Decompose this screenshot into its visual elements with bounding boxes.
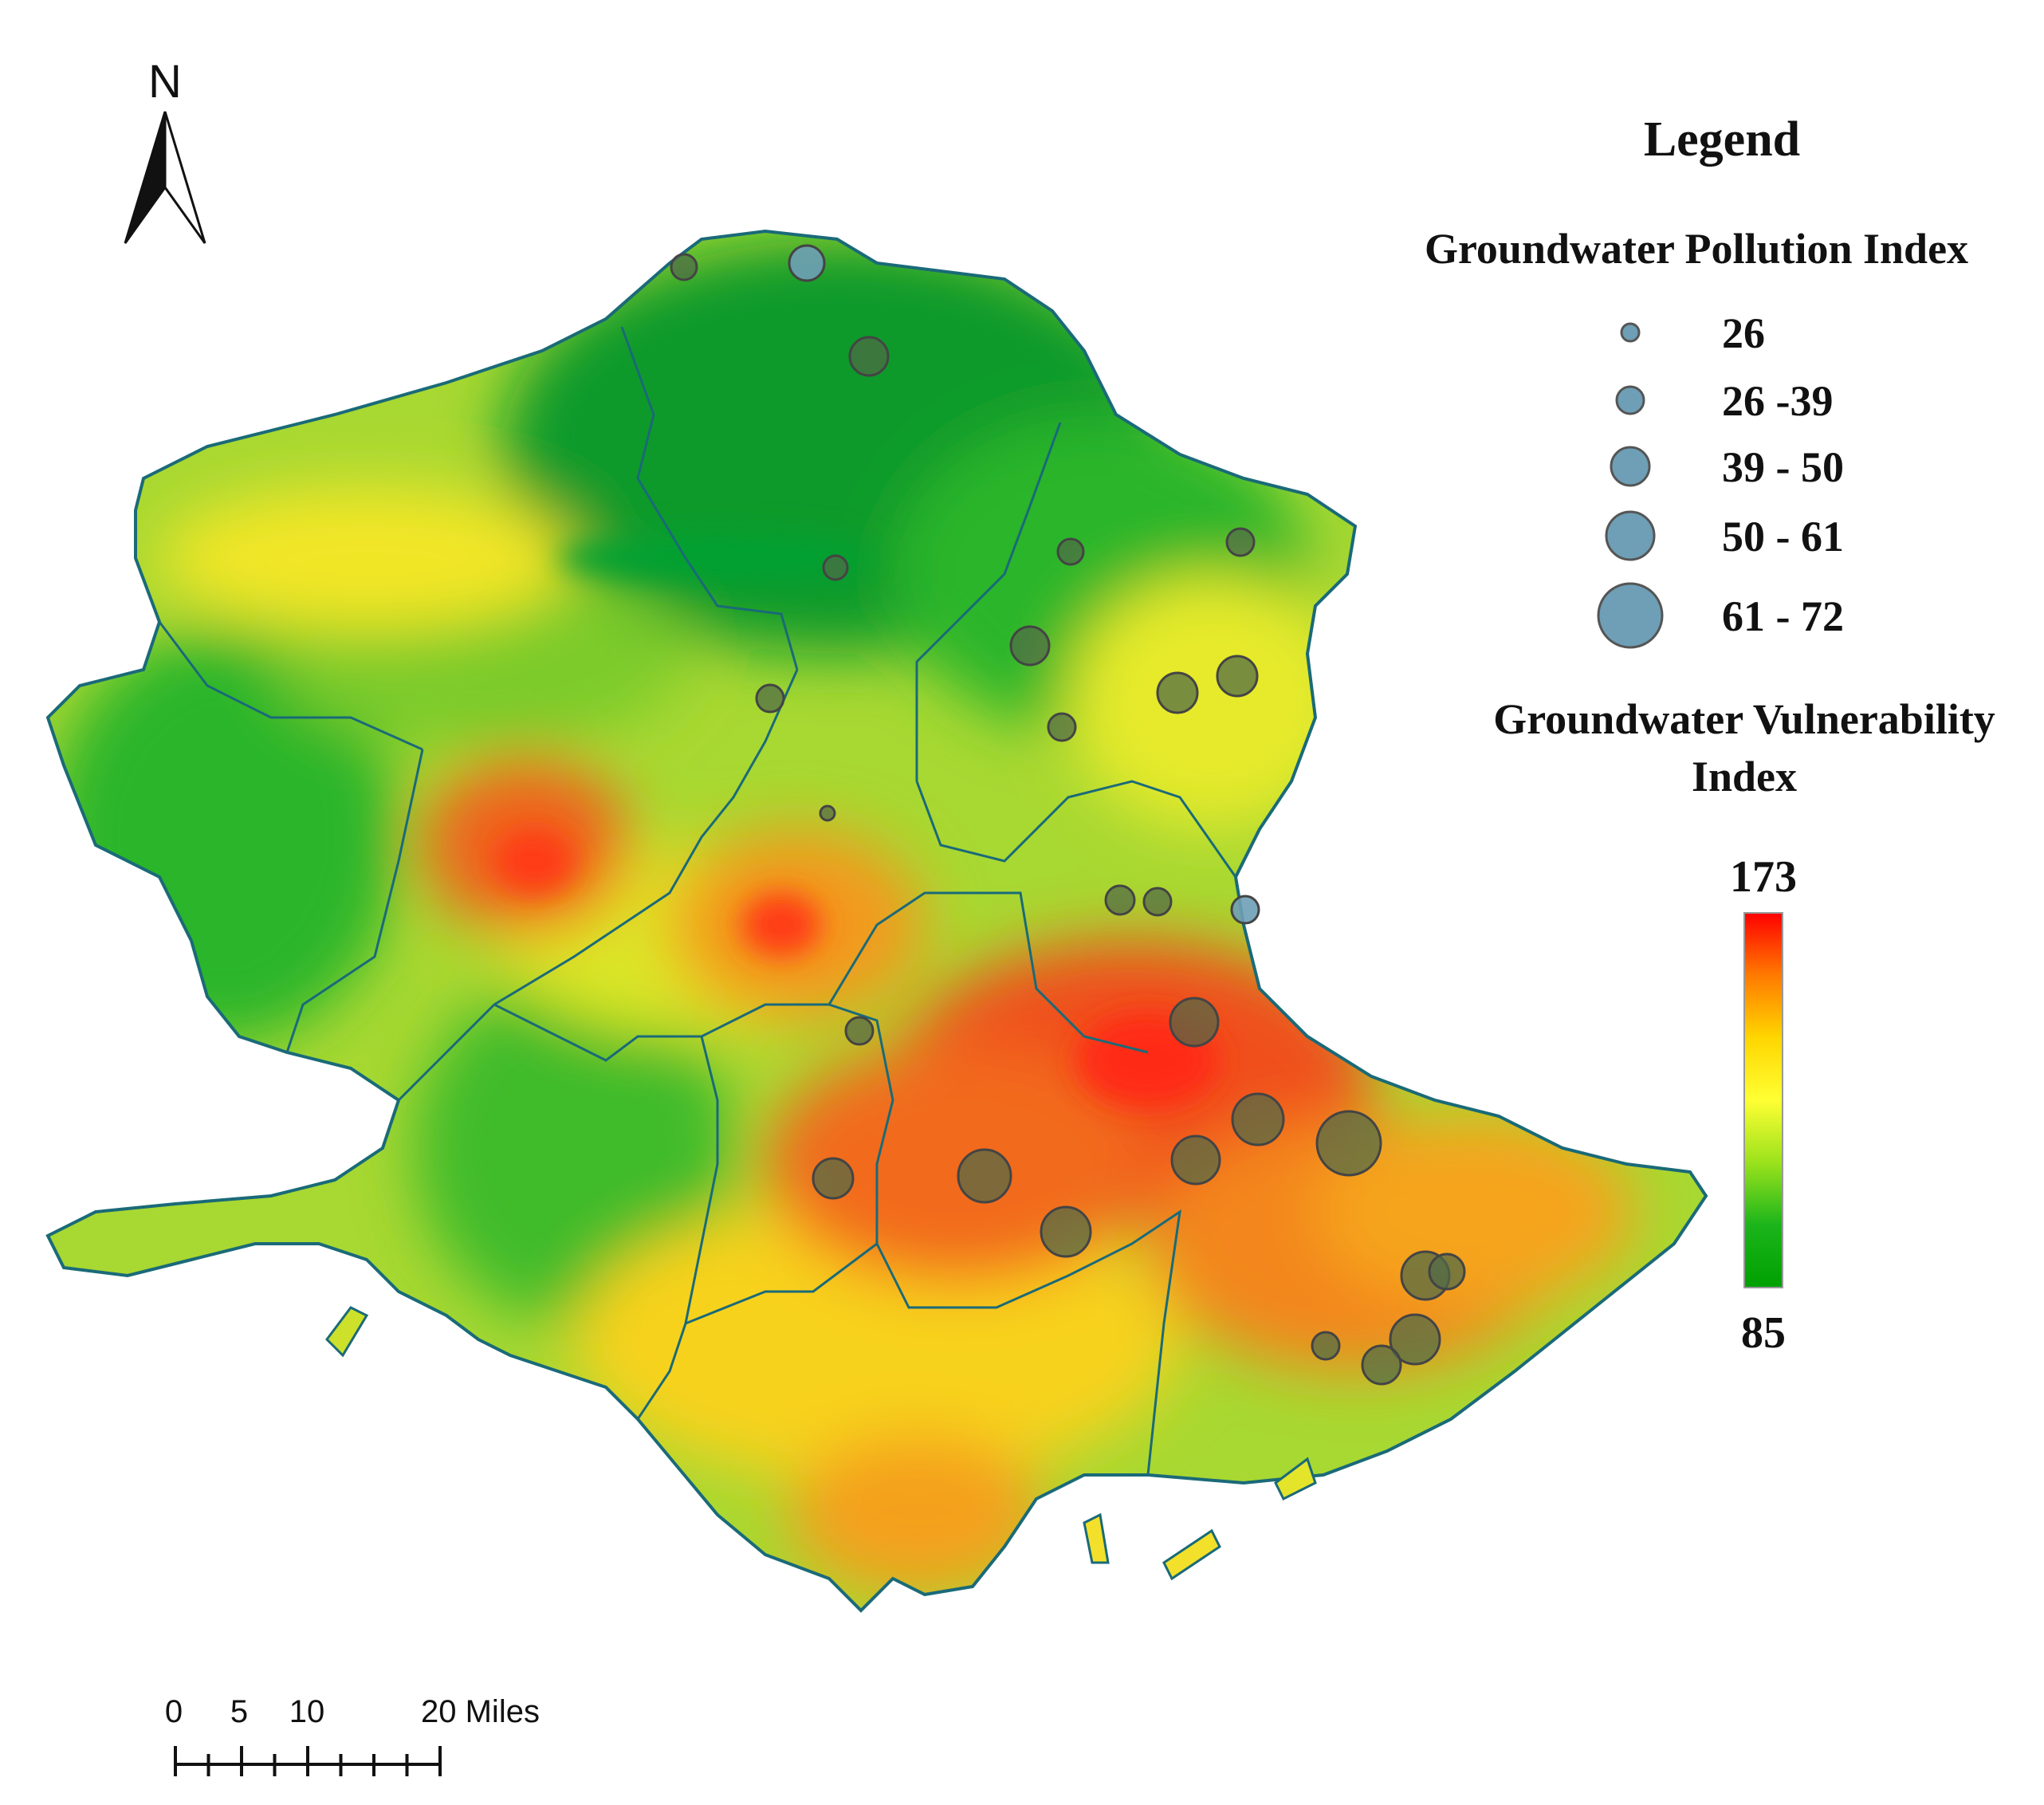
pollution-point	[1361, 1344, 1402, 1386]
pollution-point	[1389, 1313, 1441, 1366]
boundary-north-2	[915, 422, 1062, 781]
vulnerability-color-ramp	[1743, 912, 1783, 1288]
pollution-point	[957, 1148, 1012, 1204]
zone-mid-northwest	[159, 486, 574, 630]
district-boundaries	[158, 326, 1237, 1476]
boundary-east-1	[915, 780, 1237, 878]
pollution-point	[1231, 1092, 1285, 1146]
north-arrow-right-half	[163, 111, 206, 244]
pollution-label-5: 61 - 72	[1722, 592, 1844, 640]
pollution-point	[844, 1016, 875, 1046]
scale-label-20-miles: 20 Miles	[421, 1694, 540, 1729]
north-arrow: N	[124, 56, 206, 244]
boundary-center-1	[493, 669, 799, 1006]
pollution-point	[1230, 895, 1260, 925]
island-southeast	[1274, 1457, 1317, 1501]
pollution-symbol-1	[1620, 322, 1641, 343]
pollution-point	[1428, 1252, 1466, 1291]
pollution-legend-class-4: 50 - 61	[1605, 510, 1844, 561]
pollution-symbol-5	[1597, 582, 1664, 649]
pollution-point	[670, 253, 698, 281]
highlight-red-mid	[741, 893, 821, 957]
pollution-point	[1170, 1135, 1221, 1186]
legend: Legend Groundwater Pollution Index 26 26…	[1425, 112, 1995, 1358]
pollution-point	[1047, 712, 1077, 742]
pollution-symbol-4	[1605, 510, 1656, 561]
boundary-east-2	[875, 1209, 1181, 1476]
boundary-center-3	[701, 1003, 894, 1244]
vulnerability-max-label: 173	[1730, 852, 1797, 902]
pollution-symbol-2	[1615, 385, 1645, 415]
vulnerability-legend-title-line1: Groundwater Vulnerability	[1493, 695, 1995, 743]
pollution-legend-class-5: 61 - 72	[1597, 582, 1844, 649]
boundary-west-3	[397, 1003, 496, 1102]
pollution-legend-title: Groundwater Pollution Index	[1425, 225, 1968, 273]
highlight-green-channel	[558, 534, 877, 582]
pollution-label-1: 26	[1722, 309, 1765, 357]
north-label: N	[148, 56, 182, 108]
pollution-legend-class-2: 26 -39	[1615, 377, 1833, 425]
scale-label-5: 5	[230, 1694, 248, 1729]
pollution-point	[755, 683, 785, 714]
north-arrow-left-half	[124, 111, 167, 244]
pollution-point	[1315, 1110, 1382, 1177]
pollution-point	[812, 1157, 855, 1200]
islands	[325, 1306, 1317, 1581]
pollution-label-4: 50 - 61	[1722, 513, 1844, 560]
pollution-symbol-3	[1610, 446, 1651, 487]
pollution-point	[1216, 655, 1259, 698]
pollution-point	[1225, 527, 1256, 557]
zone-high-south-coast	[789, 1435, 1044, 1595]
pollution-point	[822, 554, 849, 581]
boundary-center-4	[827, 891, 1149, 1054]
pollution-point	[819, 804, 836, 822]
pollution-point	[1009, 625, 1051, 667]
pollution-legend-class-3: 39 - 50	[1610, 443, 1844, 491]
boundary-west-2	[158, 621, 423, 751]
legend-title: Legend	[1644, 112, 1800, 167]
island-south-1	[1083, 1512, 1110, 1564]
scale-label-0: 0	[165, 1694, 183, 1729]
island-west	[325, 1306, 369, 1358]
pollution-point	[1156, 671, 1199, 714]
boundary-south-1	[636, 1242, 878, 1420]
zone-mid-east	[1068, 574, 1355, 829]
highlight-red-west	[494, 829, 574, 893]
boundary-west-1	[285, 749, 424, 1053]
vulnerability-legend-title-line2: Index	[1692, 753, 1797, 800]
pollution-label-2: 26 -39	[1722, 377, 1833, 425]
pollution-point	[848, 336, 890, 377]
pollution-point	[1104, 884, 1136, 916]
zone-low-southwest	[415, 973, 733, 1323]
island-south-2	[1162, 1528, 1221, 1581]
pollution-label-3: 39 - 50	[1722, 443, 1844, 491]
boundary-north-1	[620, 326, 799, 670]
pollution-legend-class-1: 26	[1620, 309, 1765, 357]
pollution-point	[1056, 537, 1085, 566]
pollution-point	[788, 244, 826, 282]
zone-high-coast	[1315, 1116, 1634, 1308]
pollution-points	[670, 244, 1466, 1386]
vulnerability-min-label: 85	[1741, 1308, 1786, 1358]
scale-bar: 0 5 10 20 Miles	[165, 1694, 540, 1776]
scale-bar-ticks	[174, 1746, 442, 1776]
pollution-point	[1040, 1205, 1092, 1258]
scale-label-10: 10	[289, 1694, 325, 1729]
pollution-point	[1142, 887, 1173, 917]
pollution-point	[1311, 1331, 1341, 1361]
pollution-point	[1169, 997, 1220, 1048]
